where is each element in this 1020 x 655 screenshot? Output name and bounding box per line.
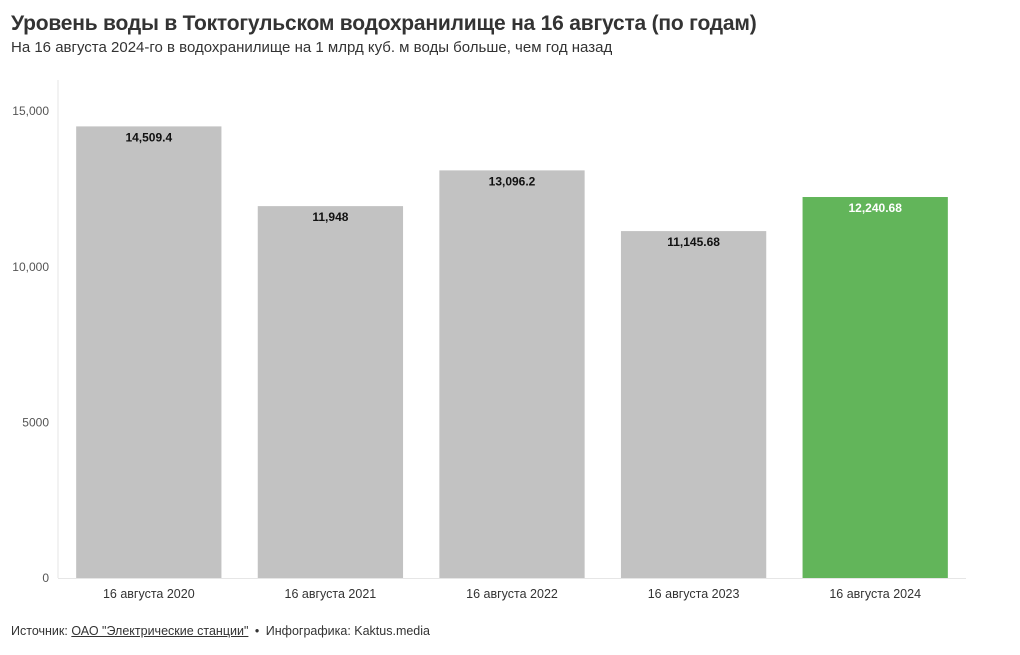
x-tick-label: 16 августа 2023 [648, 587, 740, 601]
chart-footer: Источник: ОАО "Электрические станции" • … [11, 623, 430, 639]
chart-subtitle: На 16 августа 2024-го в водохранилище на… [11, 39, 613, 56]
source-link[interactable]: ОАО "Электрические станции" [71, 624, 249, 638]
y-tick-label: 10,000 [12, 260, 49, 274]
bar-value-label: 14,509.4 [125, 130, 172, 144]
chart-header: Уровень воды в Токтогульском водохранили… [11, 10, 1011, 58]
bar-value-label: 13,096.2 [489, 174, 536, 188]
bar-value-label: 12,240.68 [849, 201, 903, 215]
bar-value-label: 11,145.68 [667, 235, 720, 249]
bar-value-label: 11,948 [312, 210, 348, 224]
bar [620, 231, 767, 579]
footer-separator: • [254, 624, 260, 638]
bar [76, 126, 222, 578]
y-tick-label: 15,000 [12, 104, 49, 118]
chart-title: Уровень воды в Токтогульском водохранили… [11, 12, 757, 35]
x-tick-label: 16 августа 2021 [285, 587, 377, 601]
y-tick-label: 5000 [22, 415, 49, 429]
source-prefix: Источник: [11, 624, 68, 638]
y-tick-label: 0 [42, 571, 49, 585]
credit-text: Инфографика: Kaktus.media [265, 624, 430, 638]
x-tick-label: 16 августа 2020 [103, 587, 195, 601]
bar [802, 197, 948, 578]
bar [439, 170, 585, 578]
x-tick-label: 16 августа 2022 [466, 587, 558, 601]
bar [257, 206, 404, 578]
x-tick-label: 16 августа 2024 [829, 587, 921, 601]
